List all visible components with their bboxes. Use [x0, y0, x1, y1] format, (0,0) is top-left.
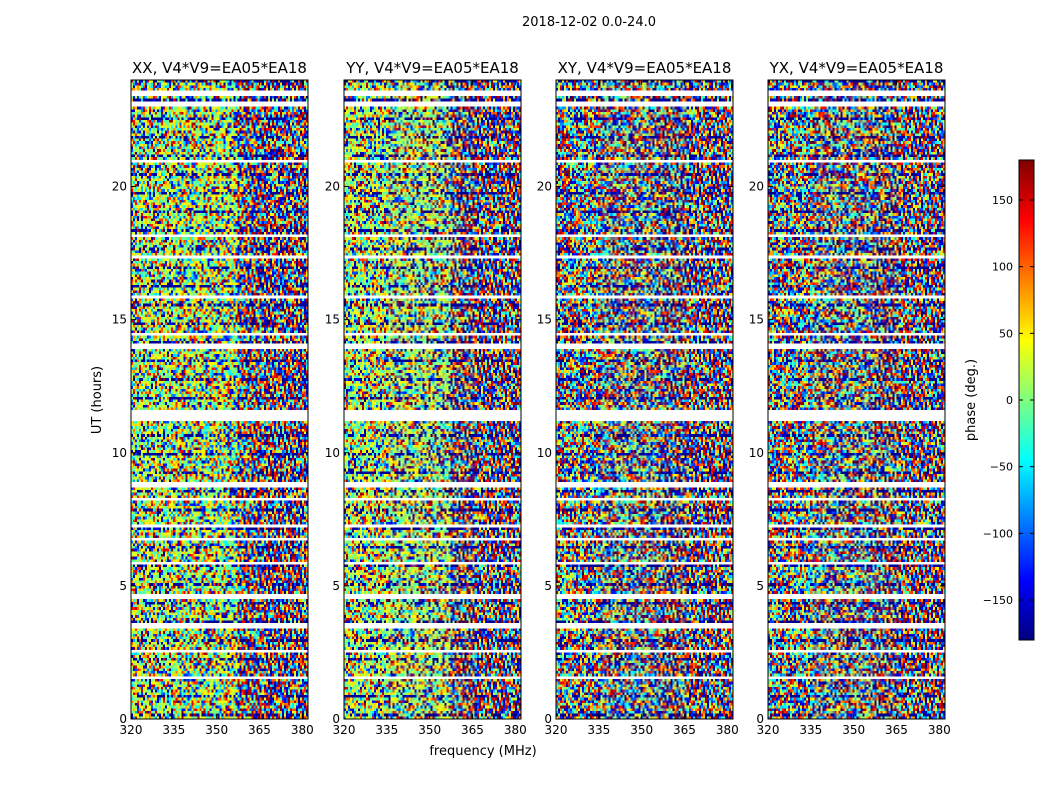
- figure-suptitle: 2018-12-02 0.0-24.0: [522, 15, 656, 30]
- shared-xlabel: frequency (MHz): [429, 744, 536, 759]
- heatmap-raster: [344, 80, 521, 719]
- heatmap-raster: [131, 80, 308, 719]
- y-tick-label: 0: [544, 712, 552, 726]
- heatmap-raster: [768, 80, 945, 719]
- shared-ylabel: UT (hours): [90, 366, 105, 434]
- x-tick-label: 335: [162, 723, 185, 737]
- y-tick-label: 20: [749, 180, 764, 194]
- colorbar-label: phase (deg.): [964, 359, 979, 441]
- heatmap-raster: [556, 80, 733, 719]
- y-tick-label: 15: [537, 313, 552, 327]
- y-tick-label: 10: [112, 446, 127, 460]
- x-tick-label: 365: [248, 723, 271, 737]
- colorbar-tick-label: −150: [983, 594, 1013, 607]
- colorbar-tick-label: −100: [983, 527, 1013, 540]
- y-tick-label: 20: [112, 180, 127, 194]
- x-tick-label: 365: [673, 723, 696, 737]
- colorbar-tick-label: −50: [990, 461, 1013, 474]
- x-tick-label: 380: [928, 723, 951, 737]
- colorbar: 150 100 50 0 −50 −100 −150: [983, 159, 1035, 641]
- panel-title: YX, V4*V9=EA05*EA18: [769, 59, 944, 77]
- x-tick-label: 365: [885, 723, 908, 737]
- y-tick-label: 20: [537, 180, 552, 194]
- colorbar-tick-label: 150: [992, 194, 1013, 207]
- panels-group: XX, V4*V9=EA05*EA18 320 335 350 365 380 0 5 10 15…: [112, 59, 951, 737]
- x-tick-label: 320: [120, 723, 143, 737]
- colorbar-tick-label: 0: [1006, 394, 1013, 407]
- colorbar-tick-label: 50: [999, 327, 1013, 340]
- x-tick-label: 365: [461, 723, 484, 737]
- x-tick-label: 380: [716, 723, 739, 737]
- panel-xx: XX, V4*V9=EA05*EA18 320 335 350 365 380 0 5 10 15…: [112, 59, 314, 737]
- panel-yx: YX, V4*V9=EA05*EA18 320 335 350 365 380 0 5 10 15…: [749, 59, 951, 737]
- panel-frame: [130, 79, 309, 720]
- panel-title: YY, V4*V9=EA05*EA18: [345, 59, 519, 77]
- x-tick-label: 350: [205, 723, 228, 737]
- x-tick-label: 335: [375, 723, 398, 737]
- y-tick-label: 5: [544, 579, 552, 593]
- x-tick-label: 320: [333, 723, 356, 737]
- y-tick-label: 15: [749, 313, 764, 327]
- x-tick-label: 350: [418, 723, 441, 737]
- y-tick-label: 5: [756, 579, 764, 593]
- y-tick-label: 5: [119, 579, 127, 593]
- panel-yy: YY, V4*V9=EA05*EA18 320 335 350 365 380 0 5 10 15…: [325, 59, 527, 737]
- panel-title: XX, V4*V9=EA05*EA18: [132, 59, 307, 77]
- x-tick-label: 335: [587, 723, 610, 737]
- x-tick-label: 320: [545, 723, 568, 737]
- x-tick-label: 380: [291, 723, 314, 737]
- panel-frame: [555, 79, 734, 720]
- panel-frame: [767, 79, 946, 720]
- x-tick-label: 380: [504, 723, 527, 737]
- panel-frame: [343, 79, 522, 720]
- y-tick-label: 15: [112, 313, 127, 327]
- y-tick-label: 15: [325, 313, 340, 327]
- y-tick-label: 0: [332, 712, 340, 726]
- y-tick-label: 20: [325, 180, 340, 194]
- panel-title: XY, V4*V9=EA05*EA18: [558, 59, 732, 77]
- y-tick-label: 10: [749, 446, 764, 460]
- y-tick-label: 0: [119, 712, 127, 726]
- x-tick-label: 350: [630, 723, 653, 737]
- panel-xy: XY, V4*V9=EA05*EA18 320 335 350 365 380 0 5 10 15…: [537, 59, 739, 737]
- x-tick-label: 335: [799, 723, 822, 737]
- y-tick-label: 10: [325, 446, 340, 460]
- colorbar-tick-label: 100: [992, 261, 1013, 274]
- x-tick-label: 350: [842, 723, 865, 737]
- y-tick-label: 0: [756, 712, 764, 726]
- y-tick-label: 5: [332, 579, 340, 593]
- y-tick-label: 10: [537, 446, 552, 460]
- x-tick-label: 320: [757, 723, 780, 737]
